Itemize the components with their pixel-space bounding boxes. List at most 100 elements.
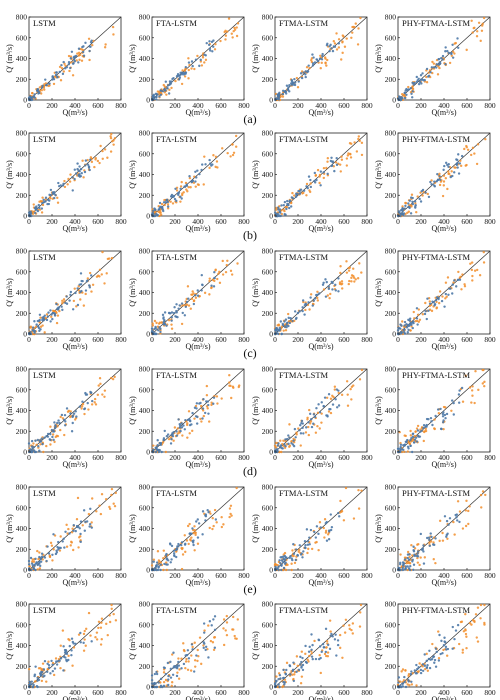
orange-point (96, 274, 100, 277)
orange-point (230, 396, 233, 400)
blue-point (457, 172, 461, 175)
orange-point (189, 669, 193, 672)
orange-point (483, 603, 486, 607)
y-axis-label: Q' (m³/s) (5, 514, 14, 543)
orange-point (180, 82, 184, 86)
blue-point (433, 661, 436, 664)
x-tick-label: 800 (484, 217, 496, 226)
blue-point (399, 445, 402, 449)
orange-point (416, 424, 420, 428)
orange-point (418, 563, 421, 567)
orange-point (191, 290, 194, 293)
blue-point (77, 169, 80, 172)
blue-point (400, 331, 403, 334)
orange-point (410, 325, 413, 328)
x-tick-label: 400 (69, 688, 81, 697)
blue-point (287, 316, 290, 320)
orange-point (89, 156, 93, 159)
orange-point (484, 138, 487, 141)
blue-point (401, 568, 405, 572)
blue-point (72, 523, 75, 527)
blue-point (64, 530, 67, 533)
y-tick-label: 200 (139, 545, 151, 554)
orange-point (320, 421, 323, 424)
blue-point (175, 434, 179, 437)
orange-point (464, 374, 467, 377)
orange-point (184, 660, 188, 663)
blue-point (445, 648, 448, 651)
blue-point (433, 185, 437, 188)
orange-point (288, 423, 291, 426)
blue-point (152, 94, 155, 98)
blue-point (299, 72, 303, 75)
x-axis-label: Q(m³/s) (431, 342, 456, 351)
y-axis-label: Q' (m³/s) (5, 278, 14, 307)
blue-point (60, 63, 63, 67)
x-tick-label: 600 (215, 335, 227, 344)
orange-point (446, 276, 450, 279)
orange-point (79, 535, 82, 538)
blue-point (39, 328, 42, 331)
orange-point (90, 403, 94, 406)
orange-point (58, 309, 61, 313)
blue-point (318, 292, 321, 295)
blue-point (60, 413, 64, 417)
blue-point (315, 525, 319, 528)
blue-point (184, 71, 188, 74)
orange-point (82, 176, 85, 179)
blue-point (403, 558, 407, 561)
blue-point (294, 548, 298, 551)
orange-point (447, 172, 450, 176)
orange-point (85, 627, 88, 631)
blue-point (59, 657, 63, 660)
blue-point (180, 543, 183, 547)
orange-point (36, 568, 39, 571)
orange-point (475, 35, 479, 38)
orange-point (214, 268, 217, 271)
blue-point (185, 184, 189, 187)
panel-title: FTA-LSTM (156, 488, 197, 498)
y-tick-label: 200 (16, 545, 28, 554)
orange-point (327, 410, 331, 413)
orange-point (325, 64, 328, 67)
blue-point (444, 416, 447, 420)
blue-point (403, 324, 406, 327)
x-tick-label: 0 (396, 335, 400, 344)
orange-point (62, 298, 66, 301)
blue-point (32, 449, 36, 452)
orange-point (316, 411, 320, 415)
blue-point (327, 643, 330, 647)
orange-point (292, 194, 296, 197)
blue-point (434, 537, 437, 540)
orange-point (48, 555, 52, 558)
blue-point (419, 78, 423, 81)
blue-point (300, 665, 303, 668)
orange-point (425, 652, 428, 656)
orange-point (187, 57, 190, 60)
y-tick-label: 800 (16, 129, 28, 138)
orange-point (347, 282, 350, 286)
orange-point (211, 641, 215, 644)
orange-point (220, 516, 223, 519)
blue-point (310, 425, 314, 429)
blue-point (338, 515, 341, 518)
x-tick-label: 0 (396, 571, 400, 580)
blue-point (283, 443, 286, 446)
blue-point (305, 528, 309, 531)
orange-point (401, 668, 405, 671)
blue-point (455, 158, 458, 161)
x-tick-label: 800 (238, 688, 250, 697)
blue-point (27, 559, 31, 563)
orange-point (470, 19, 473, 22)
blue-point (312, 422, 315, 425)
orange-point (354, 278, 357, 281)
blue-point (337, 404, 341, 407)
blue-point (310, 633, 313, 636)
blue-point (451, 647, 454, 650)
x-tick-label: 400 (192, 335, 204, 344)
orange-point (345, 157, 349, 160)
blue-point (291, 319, 294, 323)
orange-point (56, 425, 59, 428)
blue-point (174, 315, 177, 318)
blue-point (320, 58, 324, 61)
